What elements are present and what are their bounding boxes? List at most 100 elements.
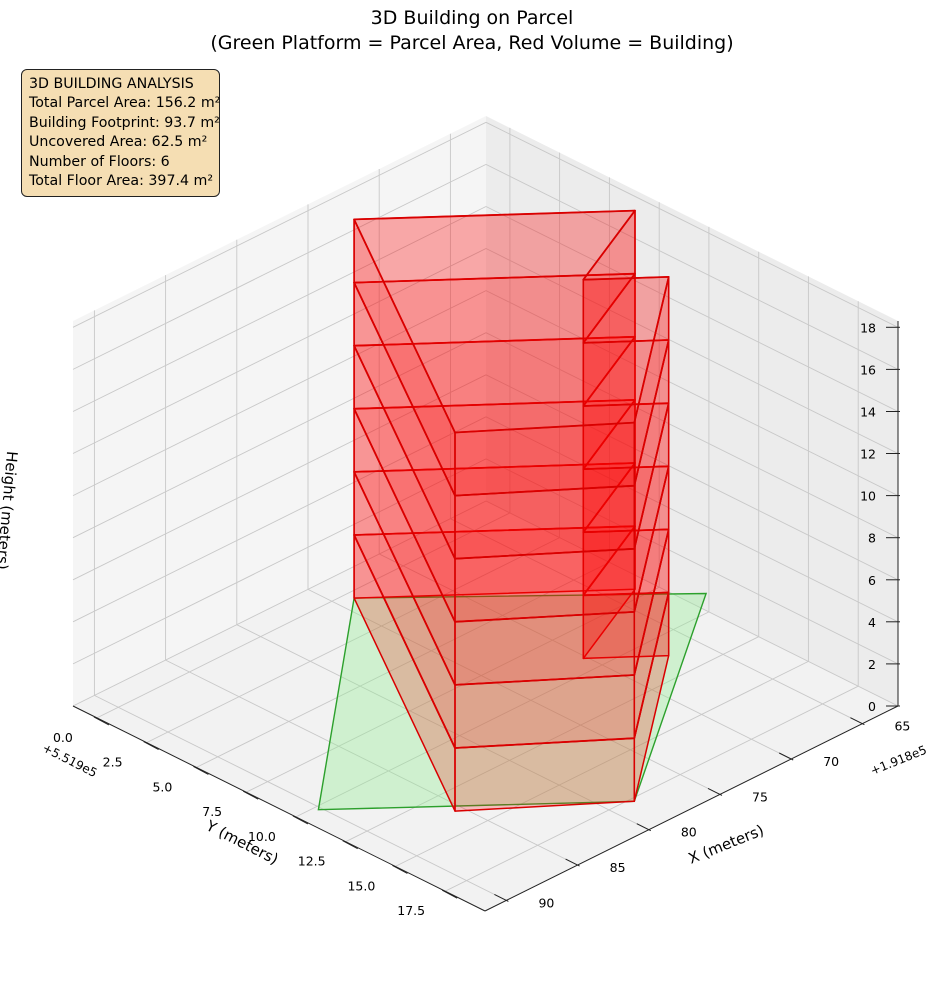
floor-4-wall-4 — [454, 548, 636, 623]
x-tick-4 — [565, 858, 580, 867]
z-grid-left-6 — [485, 248, 899, 454]
y-tick-6 — [392, 864, 408, 874]
z-grid-left-0 — [485, 500, 899, 707]
floor-1-wall-4 — [454, 737, 636, 812]
z-tick-label-8: 16 — [860, 362, 876, 377]
y-tick-7 — [441, 889, 458, 899]
x-tick-5 — [494, 893, 509, 902]
floor-6-wall-4 — [454, 421, 636, 497]
chart-title: 3D Building on Parcel — [370, 7, 574, 29]
x-tick-label-1: 70 — [823, 754, 839, 769]
x-tick-label-5: 90 — [538, 895, 554, 910]
z-grid-right-8 — [72, 163, 487, 370]
x-tick-1 — [778, 752, 794, 761]
z-tick-label-9: 18 — [860, 320, 876, 335]
y-tick-label-0: 0.0 — [53, 730, 73, 745]
z-grid-right-6 — [72, 248, 487, 454]
tick-marks — [93, 326, 900, 902]
y-grid-floor-1 — [146, 537, 560, 744]
left-back-pane — [486, 116, 898, 706]
x-offset-label: +1.918e5 — [868, 743, 928, 778]
z-tick-label-7: 14 — [860, 405, 876, 420]
x-tick-3 — [636, 823, 652, 832]
y-tick-label-6: 15.0 — [347, 878, 375, 893]
x-axis-line — [72, 705, 486, 912]
y-tick-label-5: 12.5 — [298, 854, 326, 869]
z-grid-left-5 — [485, 290, 899, 497]
info-line-uncovered: Uncovered Area: 62.5 m² — [29, 134, 208, 151]
y-tick-label-4: 10.0 — [248, 829, 276, 844]
x-grid-floor-5 — [94, 694, 507, 901]
z-tick-label-0: 0 — [868, 699, 876, 714]
z-grid-right-1 — [72, 458, 487, 665]
tick-labels: 6570758085900.02.55.07.510.012.515.017.5… — [53, 320, 910, 918]
y-tick-label-2: 5.0 — [152, 779, 172, 794]
y-tick-5 — [342, 840, 358, 850]
analysis-info-box: 3D BUILDING ANALYSIS Total Parcel Area: … — [21, 69, 220, 198]
floor-4 — [353, 335, 670, 623]
y-grid-floor-0 — [96, 512, 511, 719]
y-tick-label-3: 7.5 — [202, 804, 222, 819]
y-tick-label-1: 2.5 — [103, 755, 123, 770]
floor-6 — [353, 209, 670, 497]
z-grid-right-0 — [72, 500, 487, 707]
y-grid-floor-2 — [196, 561, 610, 768]
info-line-floors: Number of Floors: 6 — [29, 153, 170, 170]
chart-subtitle: (Green Platform = Parcel Area, Red Volum… — [210, 32, 734, 54]
z-tick-label-5: 10 — [860, 489, 876, 504]
z-grid-right-3 — [72, 374, 487, 581]
z-grid-right-7 — [72, 206, 487, 412]
x-tick-label-4: 85 — [610, 860, 626, 875]
z-tick-label-6: 12 — [860, 447, 876, 462]
floor-5-wall-4 — [454, 484, 636, 560]
y-grid-floor-3 — [245, 586, 660, 793]
z-tick-label-2: 4 — [868, 615, 876, 630]
axis-lines — [72, 321, 899, 912]
y-grid-floor-6 — [395, 660, 809, 867]
building-scene — [317, 209, 708, 812]
z-grid-right-5 — [72, 290, 487, 497]
z-grid-left-9 — [485, 121, 899, 328]
z-tick-label-1: 2 — [868, 657, 876, 672]
z-grid-left-4 — [485, 332, 899, 539]
y-tick-1 — [143, 741, 159, 751]
x-grid-floor-0 — [450, 518, 863, 725]
y-tick-4 — [292, 815, 309, 825]
y-tick-0 — [93, 716, 110, 726]
z-axis-label: Height (meters) — [0, 450, 21, 570]
z-grid-left-8 — [485, 163, 899, 370]
floor-3-wall-4 — [454, 611, 636, 686]
floor-2 — [353, 462, 670, 749]
x-grid-floor-4 — [165, 659, 578, 866]
floor-5 — [353, 272, 670, 560]
z-grid-right-9 — [72, 121, 487, 328]
info-heading: 3D BUILDING ANALYSIS — [29, 76, 194, 92]
y-axis-line — [484, 705, 899, 912]
floor-2-wall-4 — [454, 674, 636, 749]
y-offset-label: +5.519e5 — [40, 741, 99, 780]
y-tick-2 — [193, 765, 209, 775]
floor-6-slab — [353, 209, 670, 434]
z-tick-label-4: 8 — [868, 531, 876, 546]
right-back-pane — [73, 116, 486, 706]
y-tick-label-7: 17.5 — [397, 903, 425, 918]
x-grid-floor-2 — [307, 588, 721, 795]
x-tick-2 — [707, 787, 723, 796]
z-tick-label-3: 6 — [868, 573, 876, 588]
grid-lines — [72, 121, 899, 901]
x-axis-label: X (meters) — [686, 821, 767, 868]
x-tick-label-0: 65 — [894, 719, 910, 734]
x-tick-0 — [850, 717, 865, 726]
x-tick-label-2: 75 — [752, 789, 768, 804]
z-grid-right-4 — [72, 332, 487, 539]
x-grid-floor-3 — [236, 624, 650, 831]
info-line-floor-area: Total Floor Area: 397.4 m² — [29, 173, 214, 190]
floor-1 — [353, 525, 670, 812]
z-grid-left-2 — [485, 416, 899, 623]
info-line-footprint: Building Footprint: 93.7 m² — [29, 114, 220, 131]
z-grid-left-7 — [485, 206, 899, 412]
y-grid-floor-4 — [295, 611, 710, 818]
y-grid-floor-7 — [444, 685, 859, 892]
x-tick-label-3: 80 — [681, 825, 697, 840]
